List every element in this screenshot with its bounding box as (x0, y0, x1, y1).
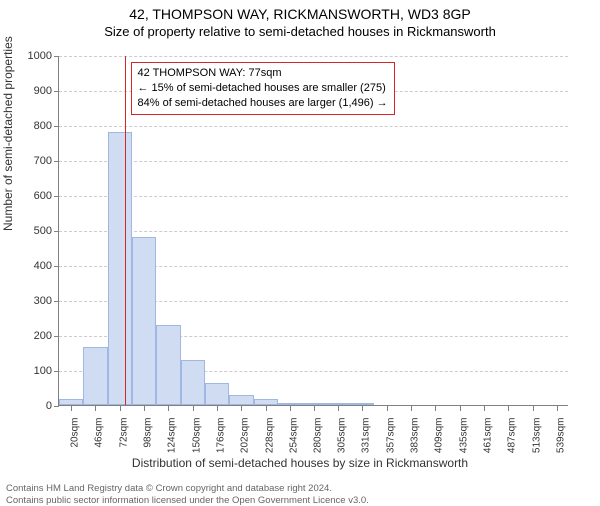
histogram-bar (156, 325, 180, 405)
x-tick (533, 406, 534, 411)
y-tick-label: 700 (12, 155, 52, 167)
histogram-bar (83, 347, 107, 405)
histogram-bar (278, 403, 302, 405)
x-tick-label: 539sqm (555, 418, 566, 454)
y-tick-label: 400 (12, 260, 52, 272)
histogram-bar (181, 360, 205, 406)
histogram-bar (108, 132, 132, 405)
y-tick-label: 0 (12, 400, 52, 412)
x-tick-label: 202sqm (240, 418, 251, 454)
y-tick-label: 900 (12, 85, 52, 97)
y-tick-label: 500 (12, 225, 52, 237)
x-tick (71, 406, 72, 411)
x-tick (95, 406, 96, 411)
x-tick-label: 331sqm (361, 418, 372, 454)
x-tick-label: 383sqm (409, 418, 420, 454)
footer-line-1: Contains HM Land Registry data © Crown c… (6, 483, 369, 494)
y-tick (54, 406, 59, 407)
histogram-bar (132, 237, 156, 405)
footer-line-2: Contains public sector information licen… (6, 495, 369, 506)
histogram-bar (326, 403, 350, 405)
x-tick (144, 406, 145, 411)
x-tick (168, 406, 169, 411)
footer-attribution: Contains HM Land Registry data © Crown c… (6, 483, 369, 506)
x-tick-label: 150sqm (191, 418, 202, 454)
gridline (59, 231, 568, 232)
gridline (59, 56, 568, 57)
histogram-bar (59, 399, 83, 405)
histogram-bar (254, 399, 278, 405)
x-tick-label: 513sqm (531, 418, 542, 454)
x-tick (484, 406, 485, 411)
plot-area: 0100200300400500600700800900100020sqm46s… (58, 56, 568, 406)
x-tick-label: 124sqm (167, 418, 178, 454)
x-tick-label: 461sqm (482, 418, 493, 454)
x-tick (557, 406, 558, 411)
x-tick (314, 406, 315, 411)
gridline (59, 196, 568, 197)
x-tick-label: 409sqm (434, 418, 445, 454)
x-tick (193, 406, 194, 411)
page-title: 42, THOMPSON WAY, RICKMANSWORTH, WD3 8GP (0, 6, 600, 22)
x-tick-label: 254sqm (289, 418, 300, 454)
x-tick (338, 406, 339, 411)
x-tick (362, 406, 363, 411)
x-tick (217, 406, 218, 411)
y-tick-label: 300 (12, 295, 52, 307)
annotation-line: ← 15% of semi-detached houses are smalle… (138, 81, 388, 96)
annotation-box: 42 THOMPSON WAY: 77sqm← 15% of semi-deta… (131, 62, 395, 115)
page-subtitle: Size of property relative to semi-detach… (0, 24, 600, 39)
x-tick (508, 406, 509, 411)
x-tick-label: 176sqm (216, 418, 227, 454)
x-tick-label: 487sqm (507, 418, 518, 454)
current-property-marker (125, 56, 126, 405)
x-tick (266, 406, 267, 411)
x-tick-label: 72sqm (118, 418, 129, 448)
x-tick-label: 305sqm (336, 418, 347, 454)
histogram-chart: 0100200300400500600700800900100020sqm46s… (58, 56, 568, 406)
y-tick-label: 1000 (12, 50, 52, 62)
histogram-bar (302, 403, 326, 405)
x-tick-label: 98sqm (143, 418, 154, 448)
x-tick-label: 228sqm (264, 418, 275, 454)
x-tick (387, 406, 388, 411)
x-tick (411, 406, 412, 411)
x-tick (435, 406, 436, 411)
x-axis-label: Distribution of semi-detached houses by … (0, 456, 600, 470)
y-tick-label: 100 (12, 365, 52, 377)
x-tick-label: 20sqm (70, 418, 81, 448)
y-tick-label: 800 (12, 120, 52, 132)
x-tick (460, 406, 461, 411)
x-tick-label: 435sqm (458, 418, 469, 454)
histogram-bar (350, 403, 374, 405)
gridline (59, 126, 568, 127)
x-tick (290, 406, 291, 411)
histogram-bar (229, 395, 253, 405)
x-tick (120, 406, 121, 411)
y-tick-label: 600 (12, 190, 52, 202)
x-tick-label: 46sqm (94, 418, 105, 448)
annotation-line: 84% of semi-detached houses are larger (… (138, 96, 388, 111)
y-tick-label: 200 (12, 330, 52, 342)
gridline (59, 161, 568, 162)
x-tick-label: 357sqm (385, 418, 396, 454)
annotation-line: 42 THOMPSON WAY: 77sqm (138, 66, 388, 81)
histogram-bar (205, 383, 229, 405)
x-tick (241, 406, 242, 411)
x-tick-label: 280sqm (313, 418, 324, 454)
